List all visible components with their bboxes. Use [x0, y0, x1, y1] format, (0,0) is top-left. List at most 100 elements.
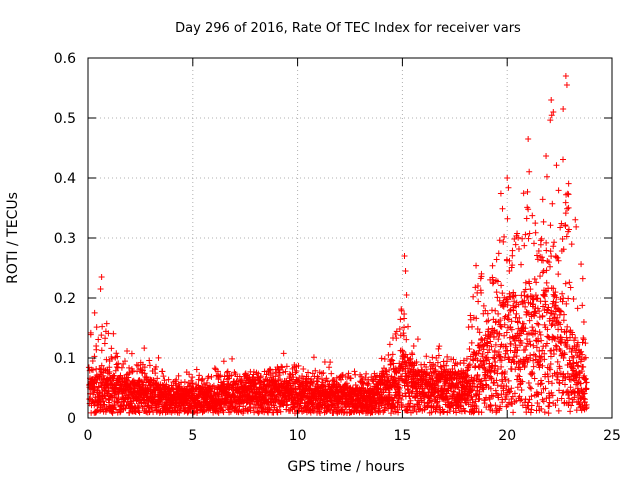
data-point	[283, 363, 290, 370]
data-point	[548, 112, 555, 119]
data-point	[498, 282, 505, 289]
data-point	[273, 406, 280, 413]
data-point	[453, 409, 460, 416]
data-point	[363, 370, 370, 377]
data-point	[559, 298, 566, 305]
data-point	[563, 328, 570, 335]
data-point	[101, 340, 108, 347]
data-point	[431, 381, 438, 388]
data-point	[435, 352, 442, 359]
data-point	[89, 366, 96, 373]
data-point	[545, 410, 552, 417]
data-point	[409, 351, 416, 358]
data-point	[473, 262, 480, 269]
data-point	[220, 358, 227, 365]
data-point	[550, 285, 557, 292]
data-point	[291, 403, 298, 410]
data-point	[465, 362, 472, 369]
data-point	[462, 408, 469, 415]
data-point	[544, 370, 551, 377]
data-point	[418, 368, 425, 375]
data-point	[396, 392, 403, 399]
data-point	[503, 343, 510, 350]
data-point	[314, 378, 321, 385]
data-point	[525, 405, 532, 412]
data-point	[359, 376, 366, 383]
data-point	[378, 355, 385, 362]
data-point	[538, 353, 545, 360]
data-point	[310, 354, 317, 361]
data-point	[573, 368, 580, 375]
data-point	[404, 365, 411, 372]
data-point	[444, 396, 451, 403]
data-point	[487, 385, 494, 392]
data-point	[220, 378, 227, 385]
data-point	[125, 374, 132, 381]
data-point	[523, 215, 530, 222]
data-point	[469, 323, 476, 330]
data-point	[223, 369, 230, 376]
data-point	[478, 289, 485, 296]
data-point	[568, 402, 575, 409]
data-point	[513, 310, 520, 317]
data-point	[574, 305, 581, 312]
data-point	[467, 316, 474, 323]
data-point	[388, 400, 395, 407]
data-point	[461, 407, 468, 414]
data-point	[538, 337, 545, 344]
data-point	[115, 360, 122, 367]
data-point	[318, 404, 325, 411]
data-point	[529, 370, 536, 377]
data-point	[493, 289, 500, 296]
data-point	[579, 302, 586, 309]
data-point	[543, 239, 550, 246]
data-point	[536, 308, 543, 315]
data-point	[160, 373, 167, 380]
data-point	[543, 247, 550, 254]
data-point	[555, 407, 562, 414]
data-point	[504, 175, 511, 181]
data-point	[569, 353, 576, 360]
data-point	[545, 259, 552, 266]
data-point	[196, 372, 203, 379]
data-point	[507, 388, 514, 395]
data-point	[295, 362, 302, 369]
data-point	[538, 380, 545, 387]
data-point	[454, 361, 461, 368]
data-point	[517, 357, 524, 364]
data-point	[208, 373, 215, 380]
data-point	[390, 360, 397, 367]
data-point	[383, 368, 390, 375]
data-point	[345, 370, 352, 377]
data-point	[529, 212, 536, 219]
data-point	[360, 380, 367, 387]
data-point	[141, 364, 148, 371]
data-point	[565, 191, 572, 198]
data-point	[282, 368, 289, 375]
data-point	[535, 321, 542, 328]
data-point	[561, 381, 568, 388]
data-point	[199, 375, 206, 382]
data-point	[534, 295, 541, 302]
data-point	[570, 367, 577, 374]
data-point	[103, 356, 110, 363]
data-point	[381, 406, 388, 413]
data-point	[577, 380, 584, 387]
data-point	[495, 336, 502, 343]
data-point	[540, 257, 547, 264]
data-point	[369, 377, 376, 384]
data-point	[559, 336, 566, 343]
data-point	[480, 302, 487, 309]
data-point	[474, 325, 481, 332]
data-point	[319, 376, 326, 383]
data-point	[129, 367, 136, 374]
data-point	[136, 409, 143, 416]
data-point	[228, 372, 235, 379]
data-point	[515, 246, 522, 253]
data-point	[112, 367, 119, 374]
data-point	[554, 254, 561, 261]
data-point	[423, 353, 430, 360]
data-point	[173, 376, 180, 383]
data-point	[505, 184, 512, 191]
data-point	[526, 384, 533, 391]
